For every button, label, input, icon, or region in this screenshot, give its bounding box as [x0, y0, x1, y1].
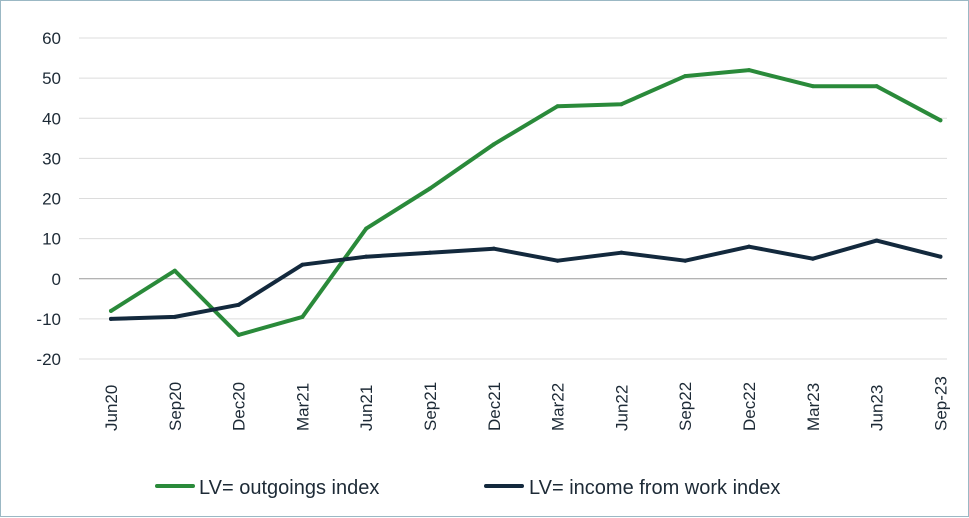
x-tick-label: Dec21 — [485, 382, 504, 431]
data-point-income — [172, 314, 177, 319]
data-point-outgoings — [428, 186, 432, 191]
data-point-outgoings — [555, 104, 560, 109]
data-point-income — [364, 254, 369, 259]
y-tick-label: 0 — [52, 270, 61, 289]
data-point-outgoings — [619, 102, 624, 107]
data-point-income — [683, 258, 688, 263]
x-tick-label: Sep20 — [166, 382, 185, 431]
data-point-income — [619, 250, 624, 255]
legend-label-income: LV= income from work index — [529, 477, 780, 499]
legend-label-outgoings: LV= outgoings index — [199, 477, 379, 499]
data-point-outgoings — [747, 68, 751, 73]
data-point-outgoings — [874, 84, 879, 89]
x-tick-label: Dec22 — [740, 382, 759, 431]
x-tick-label: Jun21 — [357, 385, 376, 431]
y-tick-label: 20 — [42, 190, 61, 209]
y-tick-label: 10 — [42, 230, 61, 249]
data-point-outgoings — [172, 268, 177, 273]
x-tick-label: Jun23 — [868, 385, 887, 431]
x-tick-label: Mar23 — [804, 383, 823, 431]
data-point-outgoings — [109, 308, 113, 313]
x-tick-label: Dec20 — [230, 382, 249, 431]
y-tick-label: -10 — [36, 310, 61, 329]
x-tick-label: Jun22 — [612, 385, 631, 431]
data-point-income — [874, 238, 879, 243]
data-point-outgoings — [491, 142, 496, 147]
data-point-income — [810, 256, 815, 261]
data-point-income — [938, 254, 943, 259]
data-point-outgoings — [810, 84, 815, 89]
y-tick-label: 40 — [42, 109, 61, 128]
series-line-income — [109, 238, 943, 321]
x-tick-label: Mar21 — [293, 383, 312, 431]
x-tick-label: Sep-23 — [931, 376, 950, 431]
x-tick-label: Jun20 — [102, 385, 121, 431]
data-point-outgoings — [236, 332, 241, 337]
y-axis-ticks: 60 50 40 30 20 10 0 -10 -20 — [36, 29, 61, 369]
y-tick-label: -20 — [36, 350, 61, 369]
data-point-income — [491, 246, 496, 251]
x-axis-ticks: Jun20 Sep20 Dec20 Mar21 Jun21 Sep21 Dec21 Mar22… — [102, 376, 950, 431]
data-point-income — [109, 316, 113, 321]
data-point-income — [555, 258, 560, 263]
data-point-outgoings — [364, 226, 369, 231]
y-tick-label: 50 — [42, 69, 61, 88]
data-point-income — [236, 302, 241, 307]
data-point-income — [300, 262, 305, 267]
series-line-outgoings — [109, 68, 943, 337]
data-point-outgoings — [300, 314, 305, 319]
x-tick-label: Mar22 — [549, 383, 568, 431]
data-point-income — [428, 250, 432, 255]
data-point-outgoings — [683, 74, 688, 79]
legend: LV= outgoings index LV= income from work… — [155, 477, 780, 499]
series-lines — [109, 68, 943, 337]
data-point-outgoings — [938, 118, 943, 123]
y-tick-label: 60 — [42, 29, 61, 48]
gridlines — [79, 37, 947, 360]
x-tick-label: Sep22 — [676, 382, 695, 431]
y-tick-label: 30 — [42, 149, 61, 168]
x-tick-label: Sep21 — [421, 382, 440, 431]
data-point-income — [747, 244, 751, 249]
